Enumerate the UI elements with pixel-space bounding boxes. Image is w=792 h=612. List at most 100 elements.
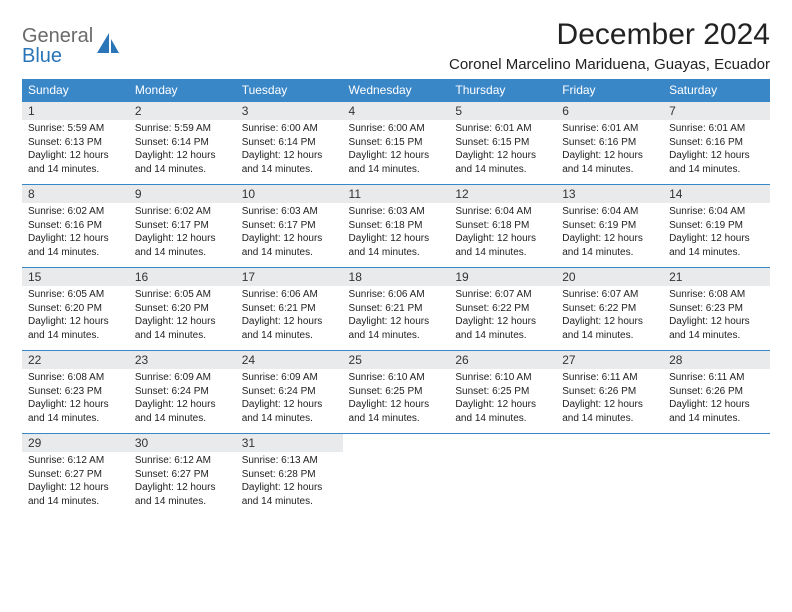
day-number: 1 xyxy=(22,102,129,120)
calendar-cell: 23Sunrise: 6:09 AMSunset: 6:24 PMDayligh… xyxy=(129,351,236,434)
day-number: 2 xyxy=(129,102,236,120)
day-details: Sunrise: 6:11 AMSunset: 6:26 PMDaylight:… xyxy=(556,369,663,433)
calendar-cell: 29Sunrise: 6:12 AMSunset: 6:27 PMDayligh… xyxy=(22,434,129,517)
day-details: Sunrise: 6:11 AMSunset: 6:26 PMDaylight:… xyxy=(663,369,770,433)
day-number: 18 xyxy=(343,268,450,286)
day-number: 4 xyxy=(343,102,450,120)
calendar-cell: 22Sunrise: 6:08 AMSunset: 6:23 PMDayligh… xyxy=(22,351,129,434)
weekday-header: Thursday xyxy=(449,79,556,102)
day-number: 19 xyxy=(449,268,556,286)
day-number: 26 xyxy=(449,351,556,369)
calendar-cell: 12Sunrise: 6:04 AMSunset: 6:18 PMDayligh… xyxy=(449,185,556,268)
day-number: 3 xyxy=(236,102,343,120)
day-details: Sunrise: 6:10 AMSunset: 6:25 PMDaylight:… xyxy=(343,369,450,433)
day-details: Sunrise: 6:13 AMSunset: 6:28 PMDaylight:… xyxy=(236,452,343,516)
day-details: Sunrise: 6:04 AMSunset: 6:19 PMDaylight:… xyxy=(556,203,663,267)
calendar-cell: 10Sunrise: 6:03 AMSunset: 6:17 PMDayligh… xyxy=(236,185,343,268)
calendar-cell: 5Sunrise: 6:01 AMSunset: 6:15 PMDaylight… xyxy=(449,102,556,185)
day-details: Sunrise: 6:01 AMSunset: 6:15 PMDaylight:… xyxy=(449,120,556,184)
calendar-row: 29Sunrise: 6:12 AMSunset: 6:27 PMDayligh… xyxy=(22,434,770,517)
day-details: Sunrise: 6:06 AMSunset: 6:21 PMDaylight:… xyxy=(236,286,343,350)
day-number: 10 xyxy=(236,185,343,203)
calendar-row: 22Sunrise: 6:08 AMSunset: 6:23 PMDayligh… xyxy=(22,351,770,434)
calendar-table: SundayMondayTuesdayWednesdayThursdayFrid… xyxy=(22,79,770,516)
day-details: Sunrise: 6:05 AMSunset: 6:20 PMDaylight:… xyxy=(129,286,236,350)
day-details: Sunrise: 6:08 AMSunset: 6:23 PMDaylight:… xyxy=(22,369,129,433)
calendar-cell: 11Sunrise: 6:03 AMSunset: 6:18 PMDayligh… xyxy=(343,185,450,268)
day-details: Sunrise: 6:09 AMSunset: 6:24 PMDaylight:… xyxy=(236,369,343,433)
calendar-cell: 6Sunrise: 6:01 AMSunset: 6:16 PMDaylight… xyxy=(556,102,663,185)
day-number: 11 xyxy=(343,185,450,203)
logo-line2: Blue xyxy=(22,46,93,66)
day-details: Sunrise: 6:01 AMSunset: 6:16 PMDaylight:… xyxy=(663,120,770,184)
day-details: Sunrise: 6:07 AMSunset: 6:22 PMDaylight:… xyxy=(449,286,556,350)
day-details: Sunrise: 6:06 AMSunset: 6:21 PMDaylight:… xyxy=(343,286,450,350)
day-details: Sunrise: 6:12 AMSunset: 6:27 PMDaylight:… xyxy=(129,452,236,516)
header: General Blue December 2024 Coronel Marce… xyxy=(22,18,770,73)
calendar-row: 15Sunrise: 6:05 AMSunset: 6:20 PMDayligh… xyxy=(22,268,770,351)
day-details: Sunrise: 6:08 AMSunset: 6:23 PMDaylight:… xyxy=(663,286,770,350)
calendar-cell xyxy=(449,434,556,517)
calendar-cell: 27Sunrise: 6:11 AMSunset: 6:26 PMDayligh… xyxy=(556,351,663,434)
day-number: 31 xyxy=(236,434,343,452)
calendar-cell xyxy=(663,434,770,517)
weekday-header: Saturday xyxy=(663,79,770,102)
calendar-cell xyxy=(343,434,450,517)
day-number: 23 xyxy=(129,351,236,369)
weekday-header: Tuesday xyxy=(236,79,343,102)
day-number: 14 xyxy=(663,185,770,203)
day-details: Sunrise: 6:09 AMSunset: 6:24 PMDaylight:… xyxy=(129,369,236,433)
day-number: 16 xyxy=(129,268,236,286)
location: Coronel Marcelino Mariduena, Guayas, Ecu… xyxy=(449,56,770,73)
weekday-header: Monday xyxy=(129,79,236,102)
calendar-cell: 2Sunrise: 5:59 AMSunset: 6:14 PMDaylight… xyxy=(129,102,236,185)
weekday-header: Wednesday xyxy=(343,79,450,102)
day-details: Sunrise: 6:04 AMSunset: 6:19 PMDaylight:… xyxy=(663,203,770,267)
calendar-body: 1Sunrise: 5:59 AMSunset: 6:13 PMDaylight… xyxy=(22,102,770,517)
calendar-cell: 1Sunrise: 5:59 AMSunset: 6:13 PMDaylight… xyxy=(22,102,129,185)
day-details: Sunrise: 6:02 AMSunset: 6:17 PMDaylight:… xyxy=(129,203,236,267)
day-details: Sunrise: 6:12 AMSunset: 6:27 PMDaylight:… xyxy=(22,452,129,516)
logo-text-block: General Blue xyxy=(22,26,93,66)
title-block: December 2024 Coronel Marcelino Mariduen… xyxy=(449,18,770,73)
day-details: Sunrise: 6:00 AMSunset: 6:14 PMDaylight:… xyxy=(236,120,343,184)
weekday-header-row: SundayMondayTuesdayWednesdayThursdayFrid… xyxy=(22,79,770,102)
day-number: 9 xyxy=(129,185,236,203)
day-details: Sunrise: 6:01 AMSunset: 6:16 PMDaylight:… xyxy=(556,120,663,184)
day-number: 6 xyxy=(556,102,663,120)
calendar-cell xyxy=(556,434,663,517)
logo: General Blue xyxy=(22,18,121,66)
calendar-cell: 31Sunrise: 6:13 AMSunset: 6:28 PMDayligh… xyxy=(236,434,343,517)
calendar-cell: 26Sunrise: 6:10 AMSunset: 6:25 PMDayligh… xyxy=(449,351,556,434)
logo-sail-icon xyxy=(95,31,121,62)
calendar-cell: 18Sunrise: 6:06 AMSunset: 6:21 PMDayligh… xyxy=(343,268,450,351)
calendar-cell: 24Sunrise: 6:09 AMSunset: 6:24 PMDayligh… xyxy=(236,351,343,434)
day-details: Sunrise: 6:07 AMSunset: 6:22 PMDaylight:… xyxy=(556,286,663,350)
day-number: 5 xyxy=(449,102,556,120)
weekday-header: Friday xyxy=(556,79,663,102)
calendar-row: 1Sunrise: 5:59 AMSunset: 6:13 PMDaylight… xyxy=(22,102,770,185)
day-details: Sunrise: 6:03 AMSunset: 6:18 PMDaylight:… xyxy=(343,203,450,267)
day-number: 15 xyxy=(22,268,129,286)
day-number: 12 xyxy=(449,185,556,203)
calendar-cell: 19Sunrise: 6:07 AMSunset: 6:22 PMDayligh… xyxy=(449,268,556,351)
day-details: Sunrise: 6:04 AMSunset: 6:18 PMDaylight:… xyxy=(449,203,556,267)
day-number: 21 xyxy=(663,268,770,286)
day-number: 28 xyxy=(663,351,770,369)
calendar-cell: 30Sunrise: 6:12 AMSunset: 6:27 PMDayligh… xyxy=(129,434,236,517)
day-number: 24 xyxy=(236,351,343,369)
day-number: 17 xyxy=(236,268,343,286)
day-number: 22 xyxy=(22,351,129,369)
calendar-row: 8Sunrise: 6:02 AMSunset: 6:16 PMDaylight… xyxy=(22,185,770,268)
calendar-cell: 8Sunrise: 6:02 AMSunset: 6:16 PMDaylight… xyxy=(22,185,129,268)
calendar-cell: 3Sunrise: 6:00 AMSunset: 6:14 PMDaylight… xyxy=(236,102,343,185)
day-number: 25 xyxy=(343,351,450,369)
calendar-cell: 7Sunrise: 6:01 AMSunset: 6:16 PMDaylight… xyxy=(663,102,770,185)
day-number: 13 xyxy=(556,185,663,203)
day-details: Sunrise: 6:00 AMSunset: 6:15 PMDaylight:… xyxy=(343,120,450,184)
day-number: 20 xyxy=(556,268,663,286)
calendar-cell: 25Sunrise: 6:10 AMSunset: 6:25 PMDayligh… xyxy=(343,351,450,434)
calendar-cell: 15Sunrise: 6:05 AMSunset: 6:20 PMDayligh… xyxy=(22,268,129,351)
calendar-cell: 14Sunrise: 6:04 AMSunset: 6:19 PMDayligh… xyxy=(663,185,770,268)
day-details: Sunrise: 6:10 AMSunset: 6:25 PMDaylight:… xyxy=(449,369,556,433)
